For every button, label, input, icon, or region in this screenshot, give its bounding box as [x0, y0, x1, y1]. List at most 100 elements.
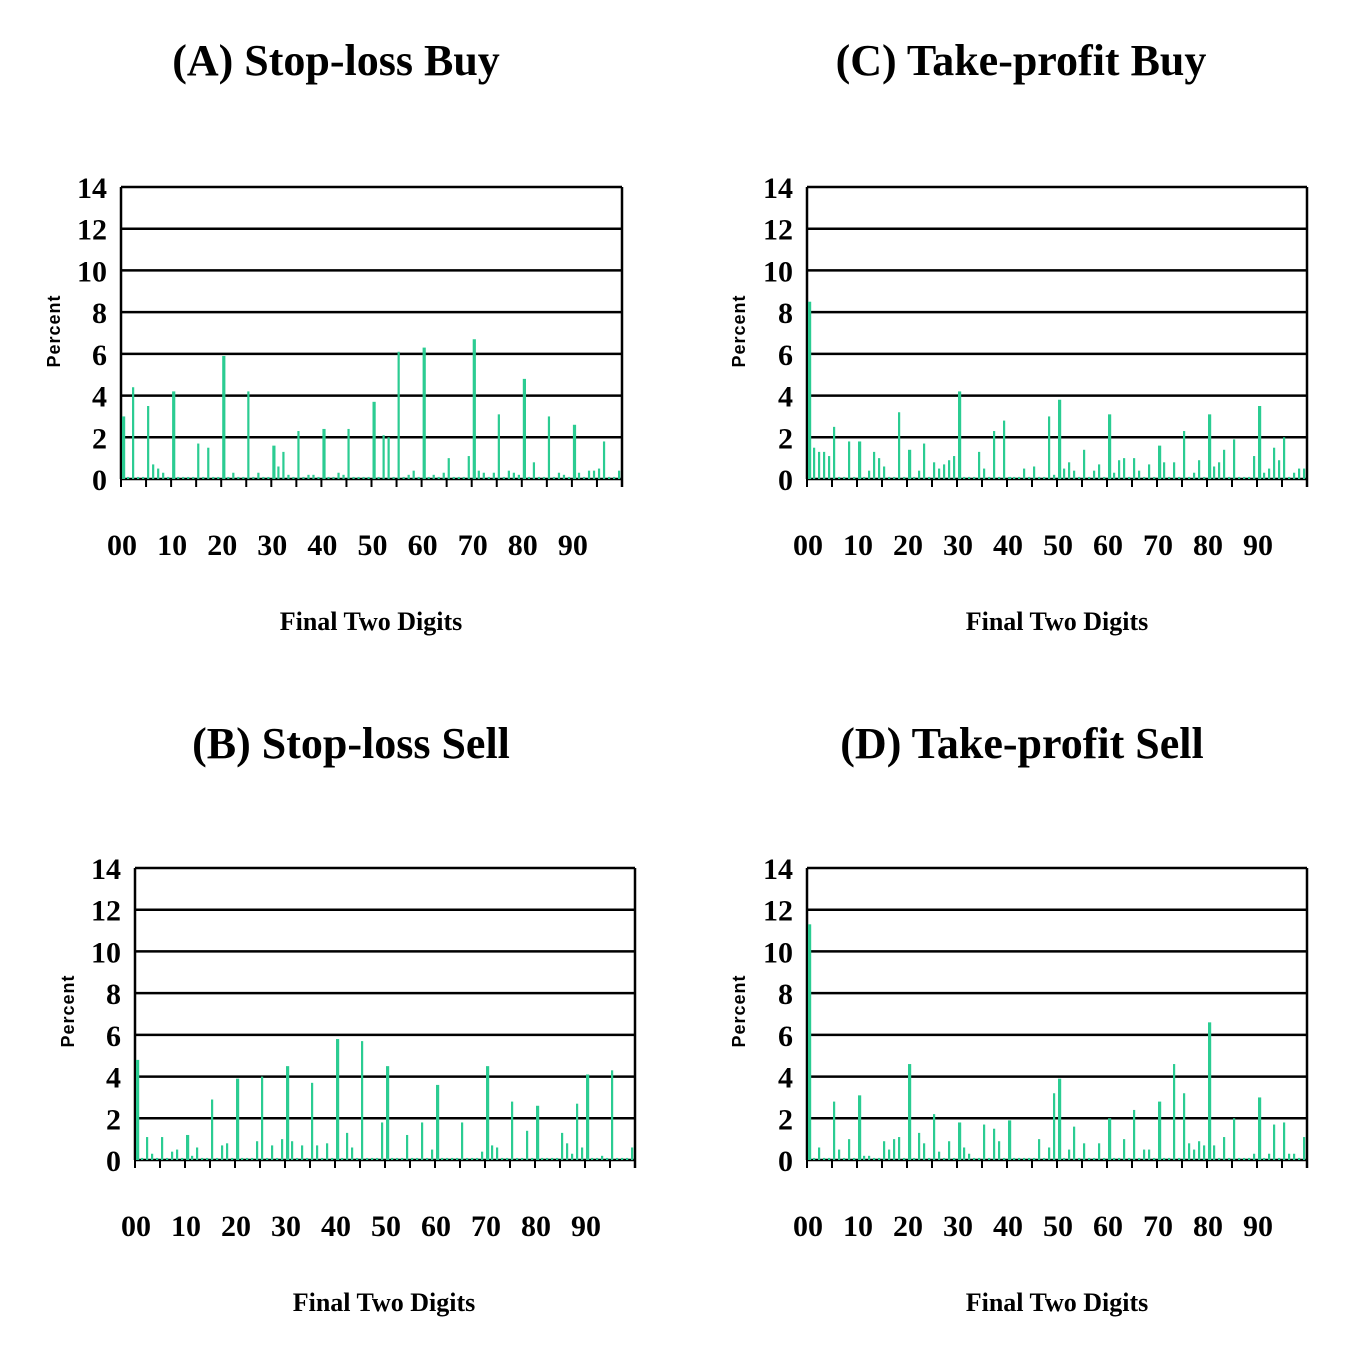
panel-take-profit-sell: (D) Take-profit Sell Final Two Digits Pe… — [729, 719, 1309, 1317]
bar — [396, 1157, 399, 1160]
bar — [978, 1157, 981, 1160]
bar — [1108, 1118, 1112, 1160]
bar — [1283, 437, 1286, 479]
bar — [1093, 1157, 1096, 1160]
bar — [838, 476, 841, 479]
bar — [988, 1157, 991, 1160]
bar — [196, 1147, 199, 1160]
bar — [918, 470, 921, 479]
bar — [191, 1155, 194, 1160]
bars — [136, 1039, 634, 1160]
bar — [442, 472, 445, 479]
bar — [122, 416, 126, 479]
bar — [246, 1157, 249, 1160]
x-tick-label: 00 — [107, 529, 137, 562]
bar — [591, 1157, 594, 1160]
x-tick-label: 80 — [1193, 529, 1223, 562]
bar — [492, 472, 495, 479]
bar — [1208, 1022, 1212, 1160]
bar — [426, 1157, 429, 1160]
bar — [1068, 462, 1071, 479]
bar — [868, 470, 871, 479]
bar — [888, 476, 891, 479]
bar — [1018, 476, 1021, 479]
bar — [1203, 476, 1206, 479]
bar — [1038, 1139, 1041, 1160]
bar — [156, 1157, 159, 1160]
bar — [1148, 464, 1151, 479]
bar — [321, 1157, 324, 1160]
bar — [307, 474, 310, 479]
bar — [1073, 1126, 1076, 1160]
bar — [1203, 1145, 1206, 1160]
bar — [232, 472, 235, 479]
bar — [1158, 445, 1162, 479]
bar — [953, 1157, 956, 1160]
bar — [853, 1157, 856, 1160]
bar — [211, 1099, 214, 1160]
bar — [521, 1157, 524, 1160]
bar — [537, 476, 541, 479]
bar — [1028, 1157, 1031, 1160]
bar — [943, 464, 946, 479]
bar — [256, 1141, 259, 1160]
bar — [306, 1157, 309, 1160]
x-tick-label: 70 — [471, 1210, 501, 1243]
bar — [848, 441, 851, 479]
bar — [1188, 476, 1191, 479]
bar — [1238, 476, 1241, 479]
bar — [616, 1157, 619, 1160]
bar — [1078, 476, 1081, 479]
bar — [571, 1153, 574, 1160]
bar — [267, 476, 270, 479]
bar — [1163, 462, 1166, 479]
bar — [176, 1149, 179, 1160]
bar — [621, 1157, 624, 1160]
bar — [1023, 1157, 1026, 1160]
bar — [346, 1132, 349, 1160]
bar — [1228, 476, 1231, 479]
bar — [933, 462, 936, 479]
bar — [888, 1149, 891, 1160]
bar — [401, 1157, 404, 1160]
bar — [422, 347, 426, 479]
panel-stop-loss-buy: (A) Stop-loss Buy Final Two Digits Perce… — [44, 36, 624, 636]
gridlines — [121, 185, 622, 481]
bar — [376, 1157, 379, 1160]
bar — [1233, 439, 1236, 479]
bar — [487, 476, 490, 479]
bar — [202, 476, 205, 479]
bar — [993, 1128, 996, 1160]
bar — [361, 1041, 364, 1160]
bar — [247, 391, 250, 479]
bars — [122, 339, 621, 479]
y-tick-label: 6 — [106, 1020, 121, 1053]
bar — [1193, 1149, 1196, 1160]
bar — [1198, 1141, 1201, 1160]
y-tick-label: 6 — [778, 1020, 793, 1053]
bar — [586, 1074, 590, 1160]
bar — [491, 1145, 494, 1160]
bar — [1013, 476, 1016, 479]
bar — [838, 1149, 841, 1160]
bar — [1123, 458, 1126, 479]
bar — [1128, 1157, 1131, 1160]
bar — [372, 401, 376, 479]
bar — [416, 1157, 419, 1160]
bar — [142, 476, 145, 479]
x-tick-label: 60 — [421, 1210, 451, 1243]
bar — [287, 474, 290, 479]
bar — [1133, 1109, 1136, 1160]
bar — [147, 406, 150, 479]
x-tick-label: 00 — [793, 529, 823, 562]
bar — [327, 476, 330, 479]
bar — [843, 476, 846, 479]
bar — [1228, 1157, 1231, 1160]
x-tick-label: 90 — [1243, 529, 1273, 562]
bar — [1028, 476, 1031, 479]
bar — [1293, 1153, 1296, 1160]
bar — [1008, 1120, 1012, 1160]
x-tick-label: 30 — [271, 1210, 301, 1243]
bar — [356, 1157, 359, 1160]
bar — [1283, 1122, 1286, 1160]
